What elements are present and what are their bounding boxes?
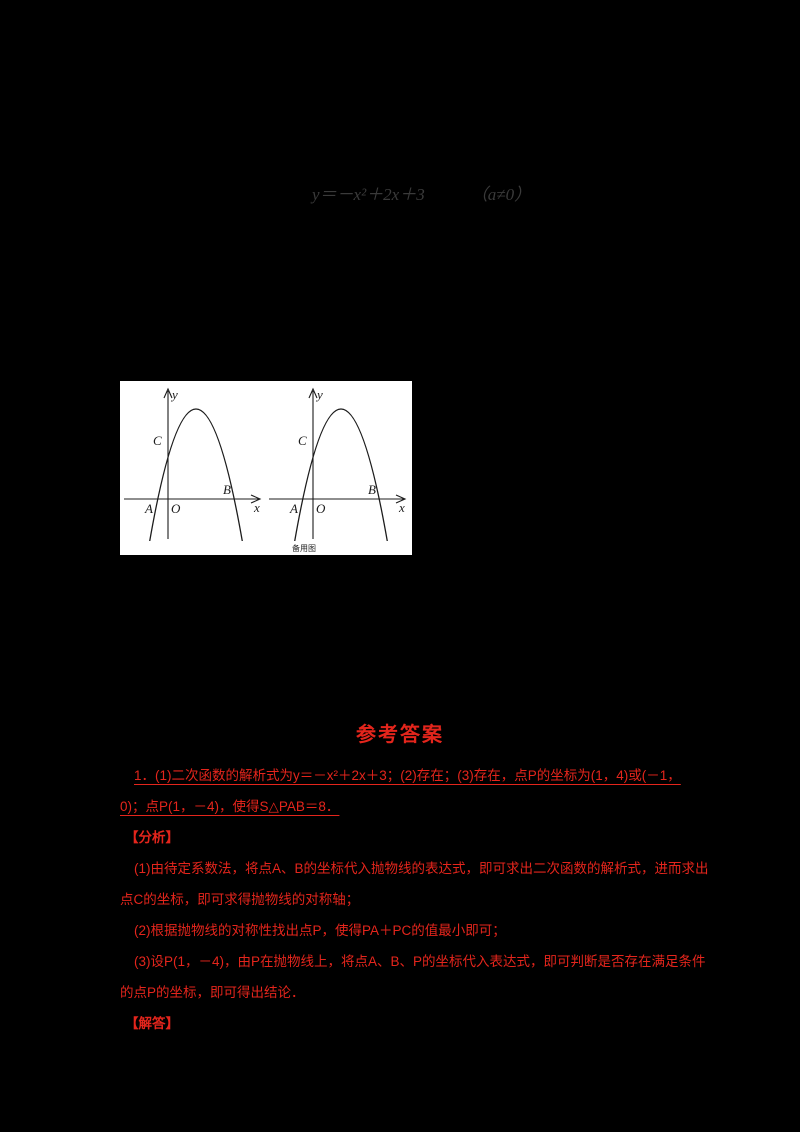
axis-y-label: y: [170, 387, 178, 402]
axis-x-label: x: [398, 500, 405, 515]
answer-line: 点C的坐标，即可求得抛物线的对称轴；: [120, 892, 360, 907]
answers-title: 参考答案: [356, 724, 444, 746]
x-axis-arrow-icon: [395, 494, 407, 504]
point-c-label: C: [298, 433, 307, 448]
graph-row: y x O A B C y x O A B C: [120, 381, 412, 541]
axis-y-label: y: [315, 387, 323, 402]
answer-line: (3)设P(1，－4)，由P在抛物线上，将点A、B、P的坐标代入表达式，即可判断…: [134, 954, 706, 969]
formula-main: y＝－x²＋2x＋3: [312, 185, 425, 204]
x-axis-arrow-icon: [250, 494, 262, 504]
parabola-curve: [294, 408, 388, 541]
parabola-graph-2: y x O A B C: [269, 387, 407, 541]
formula-condition: （a≠0）: [470, 185, 532, 204]
point-a-label: A: [289, 501, 298, 516]
y-axis-arrow-icon: [163, 387, 173, 399]
point-a-label: A: [144, 501, 153, 516]
answer-line: (2)根据抛物线的对称性找出点P，使得PA＋PC的值最小即可；: [134, 923, 506, 938]
parabola-graph-1: y x O A B C: [124, 387, 262, 541]
point-c-label: C: [153, 433, 162, 448]
top-formula: y＝－x²＋2x＋3 （a≠0）: [312, 180, 531, 205]
figure-caption: 备用图: [292, 544, 316, 553]
answer-line: 0)；点P(1，－4)，使得S△PAB＝8．: [120, 799, 340, 814]
solution-label: 【解答】: [125, 1016, 179, 1031]
answer-line: 的点P的坐标，即可得出结论．: [120, 985, 305, 1000]
answers-block: 1．(1)二次函数的解析式为y＝－x²＋2x＋3；(2)存在；(3)存在，点P的…: [120, 760, 720, 1039]
parabola-curve: [149, 408, 243, 541]
analysis-label: 【分析】: [125, 830, 179, 845]
answer-line: 1．(1)二次函数的解析式为y＝－x²＋2x＋3；(2)存在；(3)存在，点P的…: [134, 768, 681, 783]
origin-label: O: [316, 501, 326, 516]
answer-line: (1)由待定系数法，将点A、B的坐标代入抛物线的表达式，即可求出二次函数的解析式…: [134, 861, 709, 876]
origin-label: O: [171, 501, 181, 516]
figure-panel: y x O A B C y x O A B C 备用图: [120, 381, 412, 555]
point-b-label: B: [223, 482, 231, 497]
point-b-label: B: [368, 482, 376, 497]
y-axis-arrow-icon: [308, 387, 318, 399]
axis-x-label: x: [253, 500, 260, 515]
